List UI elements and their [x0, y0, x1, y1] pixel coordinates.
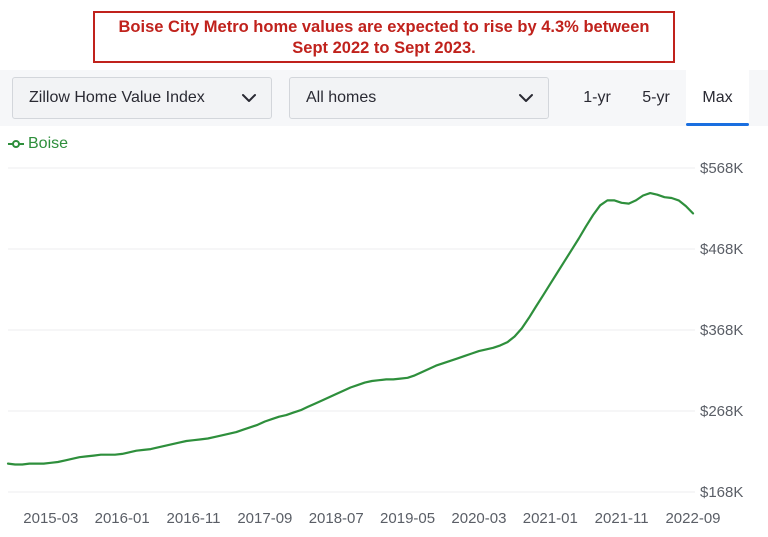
metric-select[interactable]: Zillow Home Value Index — [12, 77, 272, 119]
x-tick-label: 2015-03 — [23, 510, 78, 527]
y-axis-ticks: $168K $268K $368K $468K $568K — [700, 160, 743, 501]
metric-select-value: Zillow Home Value Index — [29, 89, 205, 106]
tab-1-yr[interactable]: 1-yr — [583, 89, 611, 106]
x-tick-label: 2022-09 — [665, 510, 720, 527]
legend-item-boise[interactable]: Boise — [8, 134, 68, 154]
y-tick-label: $268K — [700, 403, 743, 420]
chart-toolbar: Zillow Home Value Index All homes 1-yr 5… — [0, 70, 768, 126]
x-axis-ticks: 2015-03 2016-01 2016-11 2017-09 2018-07 2019-… — [23, 510, 720, 527]
y-tick-label: $468K — [700, 241, 743, 258]
forecast-banner: Boise City Metro home values are expecte… — [93, 11, 675, 63]
series-layer — [6, 192, 695, 466]
y-tick-label: $368K — [700, 322, 743, 339]
forecast-banner-line2: Sept 2022 to Sept 2023. — [292, 39, 476, 57]
gridlines — [8, 167, 695, 493]
y-tick-label: $568K — [700, 160, 743, 177]
x-tick-label: 2019-05 — [380, 510, 435, 527]
y-tick-label: $168K — [700, 484, 743, 501]
x-tick-label: 2017-09 — [237, 510, 292, 527]
series-marker-icon — [8, 140, 24, 148]
tab-max[interactable]: Max — [686, 70, 749, 126]
home-type-select-value: All homes — [306, 89, 377, 106]
x-tick-label: 2016-01 — [95, 510, 150, 527]
x-tick-label: 2020-03 — [451, 510, 506, 527]
tab-5-yr[interactable]: 5-yr — [642, 89, 670, 106]
legend-label: Boise — [28, 135, 69, 152]
x-tick-label: 2016-11 — [167, 510, 221, 527]
x-tick-label: 2018-07 — [309, 510, 364, 527]
forecast-banner-line1: Boise City Metro home values are expecte… — [118, 18, 650, 36]
x-tick-label: 2021-01 — [523, 510, 578, 527]
chevron-down-icon — [519, 94, 533, 102]
x-tick-label: 2021-11 — [595, 510, 649, 527]
chevron-down-icon — [242, 94, 256, 102]
home-type-select[interactable]: All homes — [289, 77, 549, 119]
series-line-boise[interactable] — [6, 192, 695, 466]
